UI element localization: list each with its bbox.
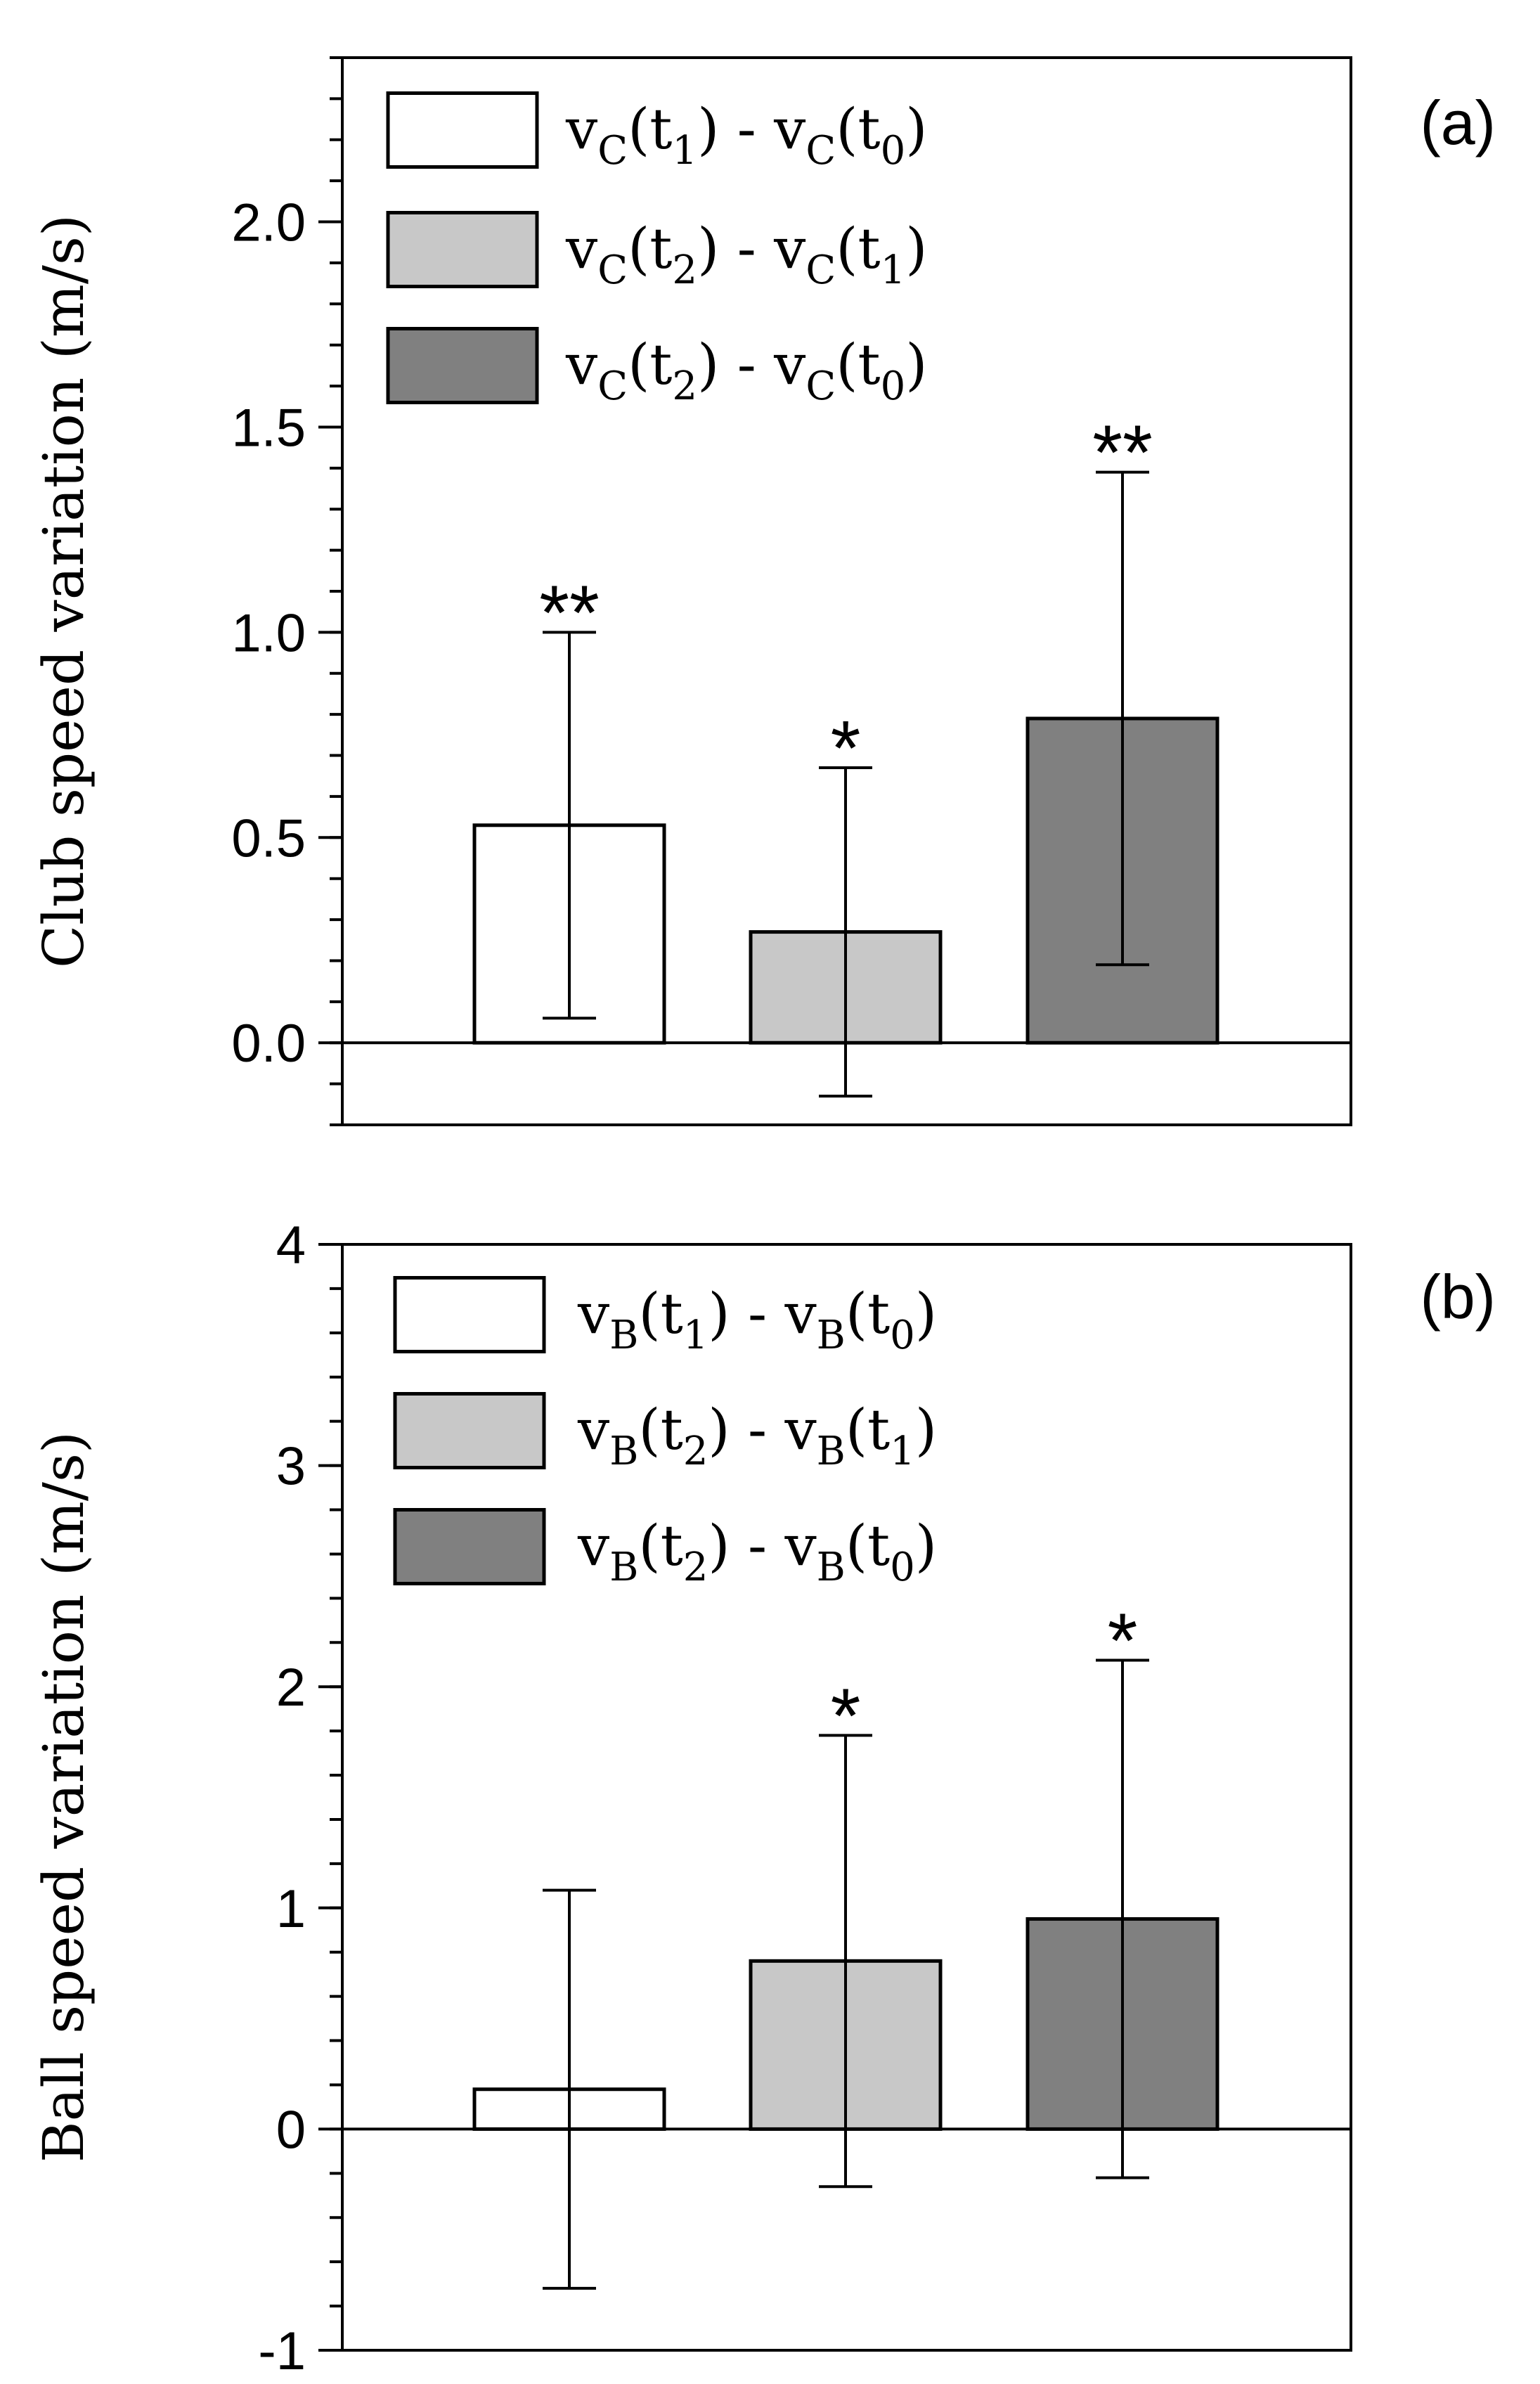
panel-label: (a) [1420, 88, 1496, 157]
y-tick-label: 1 [276, 1879, 306, 1939]
legend-swatch-1 [386, 91, 539, 169]
significance-marker-1: ** [539, 569, 600, 656]
significance-marker-2: * [831, 1673, 861, 1759]
significance-marker-3: ** [1092, 410, 1153, 496]
legend-swatch-3 [386, 327, 539, 404]
y-tick-label: -1 [258, 2321, 306, 2381]
y-tick-label: 0.0 [231, 1014, 306, 1074]
legend-label-1: vC(t1) - vC(t0) [565, 96, 927, 174]
significance-marker-3: * [1108, 1597, 1138, 1684]
legend-label-3: vC(t2) - vC(t0) [565, 332, 927, 409]
y-axis-label: Ball speed variation (m/s) [31, 1431, 96, 2163]
y-tick-label: 2.0 [231, 193, 306, 253]
chart-panel-b: -1 0 1 2 3 4 Ball speed variation (m/s) (b) * * vB… [31, 1216, 1496, 2381]
y-tick-label: 3 [276, 1437, 306, 1497]
y-tick-label: 0.5 [231, 808, 306, 868]
panel-label: (b) [1420, 1262, 1496, 1332]
legend-swatch-3 [393, 1508, 546, 1585]
y-axis-label: Club speed variation (m/s) [31, 214, 96, 968]
y-tick-label: 0 [276, 2100, 306, 2160]
legend-label-2: vC(t2) - vC(t1) [565, 216, 927, 293]
y-tick-label: 4 [276, 1216, 306, 1275]
legend-swatch-2 [386, 211, 539, 288]
legend-label-1: vB(t1) - vB(t0) [577, 1281, 937, 1358]
legend-swatch-1 [393, 1276, 546, 1353]
y-tick-label: 1.5 [231, 398, 306, 458]
legend-swatch-2 [393, 1392, 546, 1469]
y-tick-label: 2 [276, 1658, 306, 1718]
chart-panel-a: 0.0 0.5 1.0 1.5 2.0 Club speed variation (m/s… [31, 56, 1496, 1126]
y-tick-label: 1.0 [231, 603, 306, 663]
plot-frame [341, 1243, 1352, 2352]
legend-label-2: vB(t2) - vB(t1) [577, 1397, 937, 1474]
legend-label-3: vB(t2) - vB(t0) [577, 1513, 937, 1590]
significance-marker-2: * [831, 705, 861, 792]
